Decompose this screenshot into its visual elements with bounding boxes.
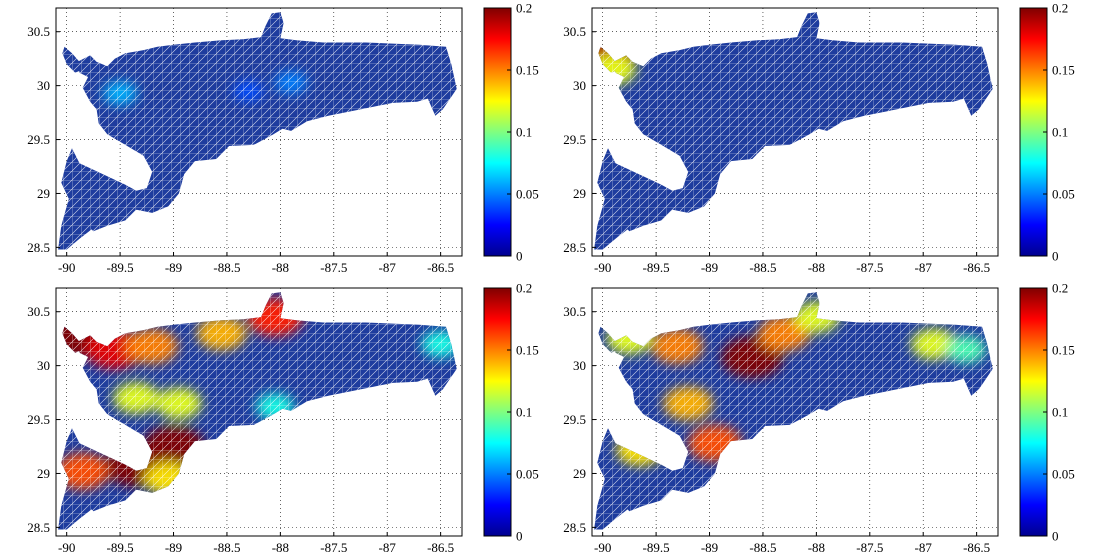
- colorbar-tick-label: 0.15: [516, 343, 539, 358]
- y-tick-label: 29: [573, 466, 586, 481]
- x-tick-label: -86.5: [427, 260, 454, 275]
- colorbar-tick-label: 0.05: [516, 187, 539, 202]
- x-tick-label: -90: [594, 260, 611, 275]
- x-tick-label: -88: [272, 540, 289, 554]
- x-tick-label: -90: [594, 540, 611, 554]
- y-tick-label: 28.5: [563, 240, 586, 255]
- y-tick-label: 30.5: [27, 24, 50, 39]
- colorbar: [483, 287, 512, 537]
- x-tick-label: -87: [379, 260, 397, 275]
- colorbar: [1019, 7, 1048, 257]
- x-tick-label: -89.5: [107, 540, 134, 554]
- x-tick-label: -87.5: [856, 260, 883, 275]
- x-tick-label: -89.5: [643, 540, 670, 554]
- x-tick-label: -86.5: [963, 540, 990, 554]
- colorbar: [1019, 287, 1048, 537]
- x-tick-label: -88.5: [213, 260, 240, 275]
- x-tick-label: -86.5: [963, 260, 990, 275]
- x-tick-label: -88: [808, 260, 825, 275]
- colorbar-tick-label: 0.15: [1052, 343, 1075, 358]
- colorbar-tick-label: 0.1: [516, 125, 532, 140]
- colorbar-tick-label: 0.2: [516, 1, 532, 16]
- y-tick-label: 29: [37, 466, 50, 481]
- panel-top-left: -90 -89.5 -89 -88.5 -88 -87.5 -87 -86.5 28.5 29 29…: [27, 1, 539, 276]
- colorbar-tick-label: 0.2: [516, 281, 532, 296]
- y-tick-label: 30: [573, 358, 586, 373]
- x-tick-label: -87.5: [320, 260, 347, 275]
- x-tick-label: -89: [701, 540, 718, 554]
- y-tick-label: 30: [37, 358, 50, 373]
- y-tick-label: 29.5: [563, 132, 586, 147]
- x-tick-label: -87: [915, 260, 933, 275]
- y-tick-label: 30: [37, 78, 50, 93]
- y-tick-label: 29.5: [27, 412, 50, 427]
- y-tick-label: 30.5: [563, 24, 586, 39]
- x-tick-label: -88.5: [749, 540, 776, 554]
- colorbar-tick-label: 0.1: [1052, 125, 1068, 140]
- y-tick-label: 30.5: [27, 304, 50, 319]
- colorbar-tick-label: 0.1: [1052, 405, 1068, 420]
- x-tick-label: -88: [272, 260, 289, 275]
- colorbar-tick-label: 0.2: [1052, 281, 1068, 296]
- x-tick-label: -89.5: [643, 260, 670, 275]
- y-tick-label: 30.5: [563, 304, 586, 319]
- colorbar-tick-label: 0.1: [516, 405, 532, 420]
- x-tick-label: -89: [165, 540, 182, 554]
- panel-bottom-right: -90 -89.5 -89 -88.5 -88 -87.5 -87 -86.5 28.5 29 29…: [563, 281, 1075, 554]
- colorbar-tick-label: 0: [516, 249, 523, 264]
- colorbar-tick-label: 0: [1052, 249, 1059, 264]
- y-tick-label: 30: [573, 78, 586, 93]
- y-tick-label: 29.5: [27, 132, 50, 147]
- colorbar-tick-label: 0.05: [516, 467, 539, 482]
- panel-top-right: -90 -89.5 -89 -88.5 -88 -87.5 -87 -86.5 28.5 29 29…: [563, 1, 1075, 276]
- y-tick-label: 28.5: [563, 520, 586, 535]
- x-tick-label: -87.5: [320, 540, 347, 554]
- x-tick-label: -89.5: [107, 260, 134, 275]
- colorbar-tick-label: 0: [1052, 529, 1059, 544]
- x-tick-label: -87.5: [856, 540, 883, 554]
- y-tick-label: 28.5: [27, 240, 50, 255]
- x-tick-label: -88: [808, 540, 825, 554]
- colorbar-tick-label: 0.15: [516, 63, 539, 78]
- colorbar-tick-label: 0.05: [1052, 187, 1075, 202]
- x-tick-label: -88.5: [749, 260, 776, 275]
- x-tick-label: -90: [58, 540, 75, 554]
- y-tick-label: 29: [37, 186, 50, 201]
- colorbar-tick-label: 0.05: [1052, 467, 1075, 482]
- colorbar: [483, 7, 512, 257]
- colorbar-tick-label: 0.15: [1052, 63, 1075, 78]
- x-tick-label: -89: [165, 260, 182, 275]
- x-tick-label: -87: [915, 540, 933, 554]
- x-tick-label: -90: [58, 260, 75, 275]
- y-tick-label: 28.5: [27, 520, 50, 535]
- x-tick-label: -89: [701, 260, 718, 275]
- colorbar-tick-label: 0.2: [1052, 1, 1068, 16]
- colorbar-tick-label: 0: [516, 529, 523, 544]
- panel-bottom-left: -90 -89.5 -89 -88.5 -88 -87.5 -87 -86.5 28.5 29 29…: [27, 281, 539, 554]
- y-tick-label: 29: [573, 186, 586, 201]
- x-tick-label: -88.5: [213, 540, 240, 554]
- x-tick-label: -86.5: [427, 540, 454, 554]
- y-tick-label: 29.5: [563, 412, 586, 427]
- x-tick-label: -87: [379, 540, 397, 554]
